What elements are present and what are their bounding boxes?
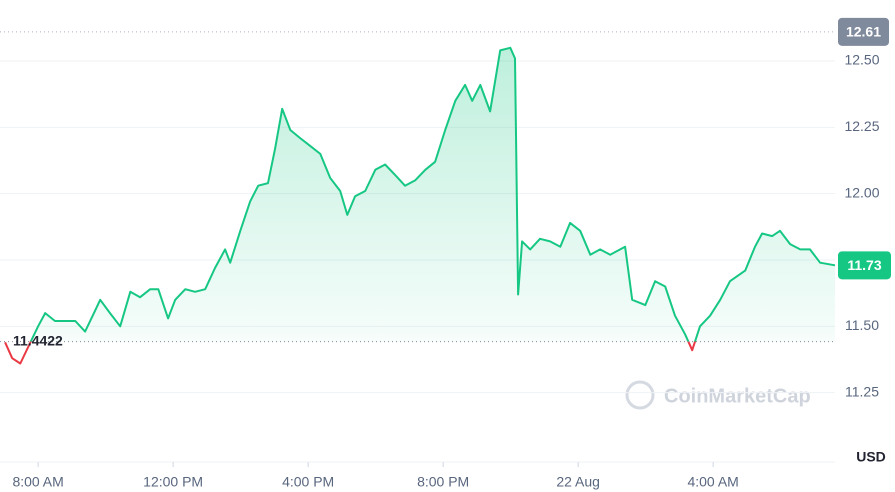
- price-line: [4, 46, 836, 365]
- watermark-text: CoinMarketCap: [664, 385, 811, 407]
- x-tick-label: 12:00 PM: [143, 474, 203, 490]
- x-tick-label: 22 Aug: [556, 474, 600, 490]
- last-label: 11.73: [847, 257, 881, 273]
- y-tick-label: 12.00: [844, 184, 879, 200]
- y-tick-label: 11.25: [845, 383, 879, 399]
- watermark: CoinMarketCap: [625, 380, 811, 410]
- last-badge: [838, 251, 891, 280]
- x-tick-label: 4:00 PM: [282, 474, 334, 490]
- y-tick-label: 12.25: [844, 118, 879, 134]
- x-tick-label: 8:00 PM: [417, 474, 469, 490]
- high-badge: [838, 17, 889, 46]
- open-label: 11.4422: [13, 332, 63, 348]
- x-tick-label: 8:00 AM: [12, 474, 63, 490]
- y-tick-label: 11.50: [845, 317, 879, 333]
- x-tick-label: 4:00 AM: [687, 474, 738, 490]
- y-tick-label: 12.50: [844, 52, 879, 68]
- currency-label: USD: [856, 449, 886, 465]
- high-label: 12.61: [846, 24, 881, 40]
